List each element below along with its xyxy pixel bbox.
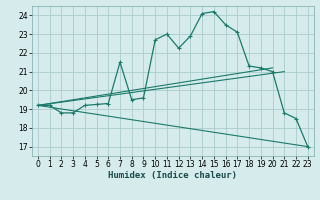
- X-axis label: Humidex (Indice chaleur): Humidex (Indice chaleur): [108, 171, 237, 180]
